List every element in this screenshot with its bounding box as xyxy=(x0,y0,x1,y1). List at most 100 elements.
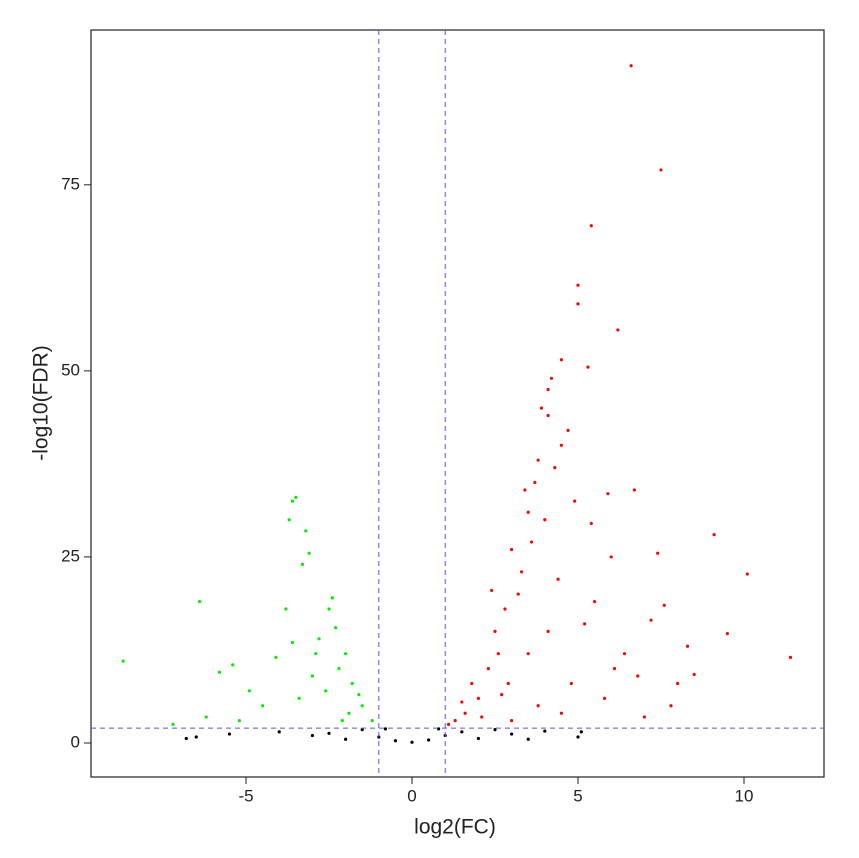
point xyxy=(656,551,660,555)
point xyxy=(725,631,729,636)
point xyxy=(559,358,564,362)
point xyxy=(274,655,278,659)
point xyxy=(745,572,749,576)
point xyxy=(261,704,265,708)
point xyxy=(370,719,374,723)
point xyxy=(427,738,431,742)
plot-frame xyxy=(90,29,825,778)
point xyxy=(460,730,464,734)
point xyxy=(476,696,481,700)
point xyxy=(622,652,627,656)
point xyxy=(685,644,690,648)
x-tick-label: -5 xyxy=(238,786,253,805)
point xyxy=(490,588,494,593)
point xyxy=(446,722,451,726)
point xyxy=(463,711,467,715)
point xyxy=(636,674,640,678)
point xyxy=(583,622,587,626)
point xyxy=(536,458,540,462)
point xyxy=(294,495,298,499)
point xyxy=(500,693,504,697)
x-tick-label: 0 xyxy=(407,786,416,805)
point xyxy=(559,443,564,447)
point xyxy=(536,704,540,708)
point xyxy=(324,689,328,693)
point xyxy=(297,696,301,700)
point xyxy=(453,719,457,723)
point xyxy=(486,666,490,671)
point xyxy=(549,376,554,380)
point xyxy=(602,696,607,700)
point xyxy=(632,488,637,492)
point xyxy=(121,659,125,663)
point xyxy=(553,466,557,470)
point xyxy=(543,518,547,522)
point xyxy=(383,727,388,731)
point xyxy=(194,735,198,739)
point xyxy=(543,729,547,733)
point xyxy=(589,224,593,228)
point xyxy=(589,521,593,526)
point xyxy=(579,730,583,734)
point xyxy=(510,547,514,552)
point xyxy=(573,499,577,503)
point xyxy=(576,735,580,739)
point xyxy=(327,731,331,735)
point xyxy=(247,689,251,693)
y-tick-label: 25 xyxy=(61,546,80,565)
point xyxy=(307,551,311,555)
point xyxy=(642,715,647,719)
y-axis-label: -log10(FDR) xyxy=(30,345,53,461)
point xyxy=(317,637,321,641)
point xyxy=(204,715,208,719)
x-tick-label: 5 xyxy=(573,786,582,805)
point xyxy=(337,666,341,671)
point xyxy=(290,640,295,645)
point xyxy=(712,532,716,537)
point xyxy=(659,168,663,172)
point xyxy=(675,681,680,686)
point xyxy=(523,488,527,492)
point xyxy=(480,715,484,719)
point xyxy=(662,603,666,607)
point xyxy=(493,629,497,633)
point xyxy=(609,555,613,559)
point xyxy=(503,607,507,611)
point xyxy=(526,652,530,656)
point xyxy=(576,302,580,306)
point xyxy=(510,732,514,736)
point xyxy=(510,719,514,723)
y-tick-label: 0 xyxy=(71,732,80,751)
point xyxy=(360,704,364,708)
point xyxy=(197,599,202,604)
x-axis-label: log2(FC) xyxy=(414,816,496,839)
point xyxy=(496,652,500,656)
point xyxy=(347,711,351,715)
point xyxy=(606,492,610,496)
point xyxy=(546,413,550,418)
point xyxy=(539,406,544,410)
point xyxy=(287,518,291,522)
point xyxy=(377,735,381,739)
point xyxy=(231,663,235,667)
point xyxy=(529,540,534,544)
point xyxy=(310,733,315,738)
point xyxy=(284,607,288,611)
point xyxy=(217,670,222,674)
point xyxy=(304,529,308,533)
point xyxy=(171,722,175,726)
point xyxy=(546,387,550,392)
point xyxy=(470,681,474,686)
point xyxy=(340,719,344,723)
point xyxy=(519,570,524,574)
point xyxy=(184,736,188,741)
point xyxy=(493,727,497,732)
point xyxy=(357,693,361,697)
point xyxy=(516,592,520,596)
point xyxy=(612,666,617,671)
point xyxy=(314,652,318,656)
point xyxy=(327,607,331,611)
point xyxy=(237,719,241,723)
